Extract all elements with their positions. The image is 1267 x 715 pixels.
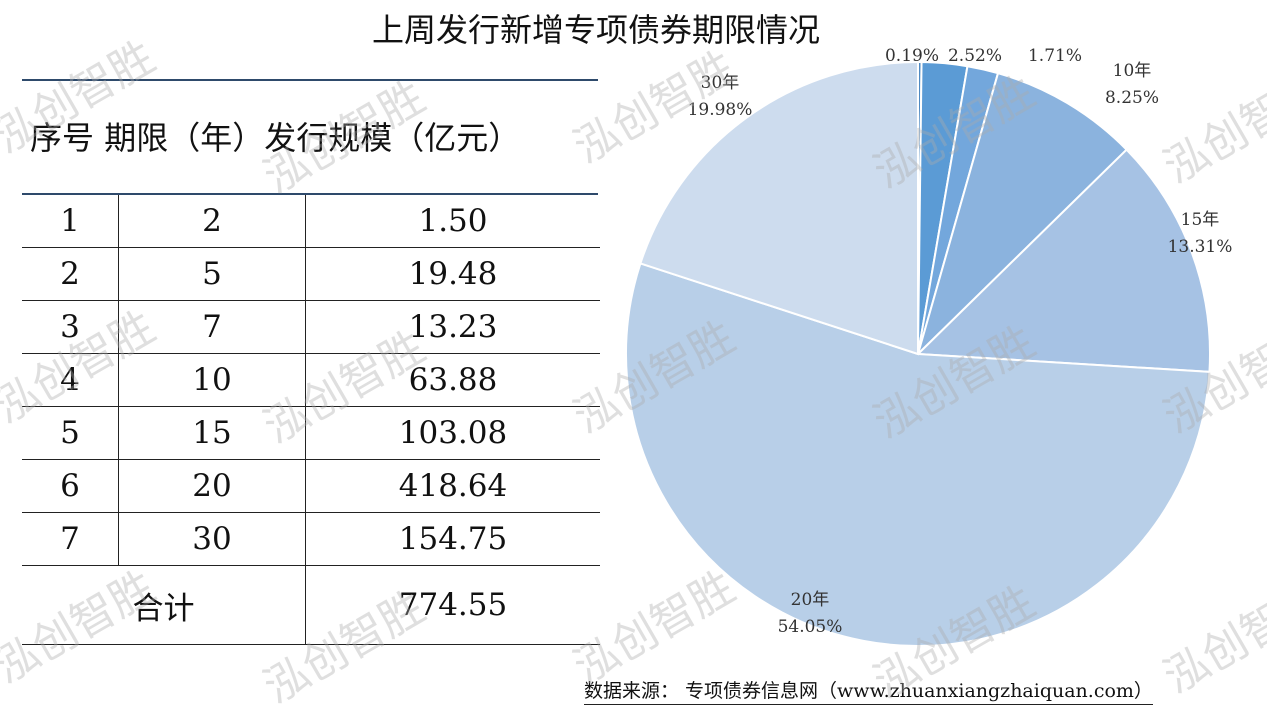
row-index: 4: [22, 353, 119, 407]
chart-title: 上周发行新增专项债券期限情况: [372, 11, 821, 49]
row-amount: 1.50: [305, 195, 600, 248]
table-row: 2 5 19.48: [22, 247, 600, 301]
slice-name-label: 10年: [1113, 61, 1152, 81]
row-amount: 63.88: [305, 353, 600, 407]
table-header: 序号 期限（年）发行规模（亿元）: [30, 112, 520, 164]
pie-slice: [916, 71, 1129, 358]
row-index: 6: [22, 459, 119, 513]
slice-percent-label: 0.19%: [885, 46, 939, 66]
total-label: 合计: [22, 565, 306, 645]
header-term: 期限（年）: [104, 119, 265, 157]
row-index: 3: [22, 300, 119, 354]
row-amount: 418.64: [305, 459, 600, 513]
slice-percent-label: 19.98%: [688, 100, 753, 120]
slice-name-label: 20年: [791, 590, 830, 610]
total-value: 774.55: [305, 565, 600, 645]
pie-slice: [639, 60, 919, 356]
data-source: 数据来源： 专项债券信息网（www.zhuanxiangzhaiquan.com…: [584, 678, 1153, 705]
table-header-rule: [22, 193, 598, 195]
row-index: 1: [22, 195, 119, 248]
pie-slice: [625, 262, 1211, 647]
row-amount: 19.48: [305, 247, 600, 301]
header-amount: 发行规模（亿元）: [264, 119, 521, 157]
table-row: 5 15 103.08: [22, 406, 600, 460]
row-term: 20: [118, 459, 306, 513]
table-row: 3 7 13.23: [22, 300, 600, 354]
table-row: 7 30 154.75: [22, 512, 600, 566]
row-amount: 154.75: [305, 512, 600, 566]
row-amount: 13.23: [305, 300, 600, 354]
row-index: 2: [22, 247, 119, 301]
row-amount: 103.08: [305, 406, 600, 460]
slice-percent-label: 8.25%: [1105, 88, 1159, 108]
row-term: 10: [118, 353, 306, 407]
row-term: 5: [118, 247, 306, 301]
row-term: 7: [118, 300, 306, 354]
slice-percent-label: 1.71%: [1028, 46, 1082, 66]
row-index: 7: [22, 512, 119, 566]
row-term: 30: [118, 512, 306, 566]
slice-name-label: 30年: [701, 73, 740, 93]
slice-percent-label: 13.31%: [1168, 237, 1233, 257]
table-row: 4 10 63.88: [22, 353, 600, 407]
slice-name-label: 15年: [1181, 210, 1220, 230]
row-term: 15: [118, 406, 306, 460]
table-row: 6 20 418.64: [22, 459, 600, 513]
pie-slice: [915, 148, 1211, 373]
row-term: 2: [118, 195, 306, 248]
table-row: 1 2 1.50: [22, 195, 600, 248]
pie-chart: 2年0.19%5年2.52%7年1.71%10年8.25%15年13.31%20…: [625, 46, 1233, 647]
table-top-rule: [22, 79, 598, 81]
total-row: 合计 774.55: [22, 565, 600, 645]
issuance-table: 1 2 1.50 2 5 19.48 3 7 13.23 4 10 63.88 5 15 103.08 6 20…: [22, 195, 600, 645]
slice-percent-label: 2.52%: [948, 46, 1002, 66]
row-index: 5: [22, 406, 119, 460]
header-index: 序号: [30, 119, 95, 157]
slice-percent-label: 54.05%: [778, 617, 843, 637]
